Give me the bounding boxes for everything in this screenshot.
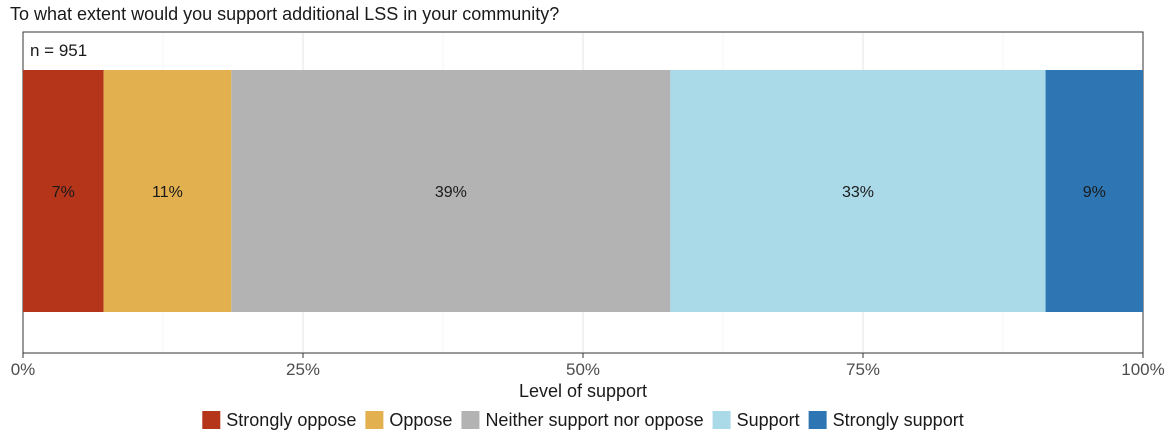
x-axis-label: Level of support xyxy=(519,381,647,401)
segment-value-label: 9% xyxy=(1083,184,1106,201)
chart-title: To what extent would you support additio… xyxy=(10,4,559,24)
legend-item: Strongly oppose xyxy=(202,410,356,430)
segment-value-label: 39% xyxy=(435,184,467,201)
x-tick-label: 75% xyxy=(846,360,880,379)
legend-label: Strongly oppose xyxy=(226,410,356,430)
legend-item: Oppose xyxy=(365,410,452,430)
legend-swatch xyxy=(712,411,731,429)
x-axis-ticks: 0% 25% 50% 75% 100% xyxy=(11,353,1165,379)
bar-segment xyxy=(23,70,104,312)
segment-value-label: 7% xyxy=(52,184,75,201)
x-tick-label: 25% xyxy=(286,360,320,379)
bar-segments xyxy=(23,70,1143,312)
legend-item: Strongly support xyxy=(808,410,964,430)
bar-segment xyxy=(231,70,671,312)
legend-swatch xyxy=(202,411,221,429)
segment-value-label: 33% xyxy=(842,184,874,201)
segment-value-label: 11% xyxy=(152,184,183,201)
x-tick-label: 50% xyxy=(566,360,600,379)
bar-segment xyxy=(1045,70,1143,312)
legend-swatch xyxy=(461,411,480,429)
legend-swatch xyxy=(365,411,384,429)
x-tick-label: 0% xyxy=(11,360,36,379)
sample-size-annotation: n = 951 xyxy=(30,41,87,60)
legend-swatch xyxy=(808,411,827,429)
legend-item: Support xyxy=(712,410,800,430)
legend-item: Neither support nor oppose xyxy=(461,410,704,430)
bar-segment xyxy=(670,70,1046,312)
x-tick-label: 100% xyxy=(1121,360,1164,379)
segment-labels: 7% 11% 39% 33% 9% xyxy=(52,184,1106,201)
legend-label: Strongly support xyxy=(833,410,964,430)
legend: Strongly oppose Oppose Neither support nor… xyxy=(202,410,964,430)
bar-segment xyxy=(103,70,232,312)
legend-label: Oppose xyxy=(389,410,452,430)
legend-label: Neither support nor oppose xyxy=(485,410,703,430)
legend-label: Support xyxy=(737,410,800,430)
